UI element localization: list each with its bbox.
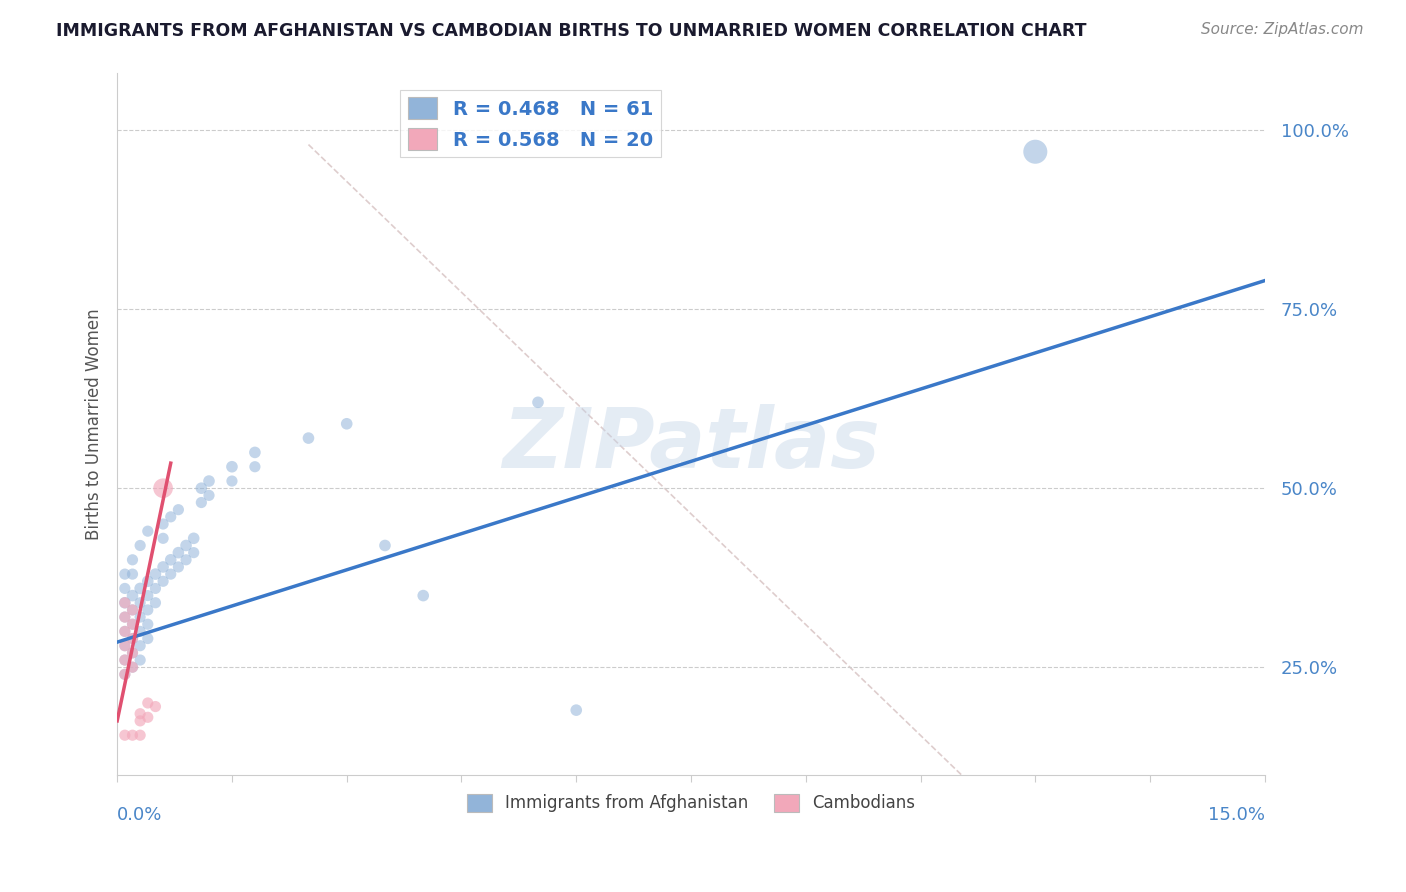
Point — [114, 596, 136, 610]
Text: IMMIGRANTS FROM AFGHANISTAN VS CAMBODIAN BIRTHS TO UNMARRIED WOMEN CORRELATION C: IMMIGRANTS FROM AFGHANISTAN VS CAMBODIAN… — [56, 22, 1087, 40]
Point — [114, 728, 136, 742]
Point — [129, 596, 152, 610]
Point — [129, 639, 152, 653]
Point — [152, 481, 174, 495]
Point — [152, 516, 174, 531]
Text: ZIPatlas: ZIPatlas — [502, 404, 880, 485]
Point — [129, 610, 152, 624]
Point — [129, 714, 152, 728]
Point — [114, 639, 136, 653]
Point — [152, 531, 174, 545]
Point — [136, 710, 159, 724]
Point — [114, 639, 136, 653]
Point — [183, 531, 205, 545]
Point — [183, 546, 205, 560]
Point — [145, 582, 167, 596]
Point — [198, 488, 221, 502]
Point — [114, 582, 136, 596]
Point — [412, 589, 434, 603]
Point — [121, 646, 143, 660]
Point — [159, 567, 181, 582]
Point — [114, 624, 136, 639]
Point — [243, 445, 266, 459]
Point — [167, 560, 190, 574]
Point — [114, 610, 136, 624]
Point — [121, 603, 143, 617]
Point — [145, 699, 167, 714]
Point — [297, 431, 319, 445]
Point — [145, 596, 167, 610]
Point — [129, 653, 152, 667]
Point — [136, 574, 159, 589]
Point — [121, 617, 143, 632]
Point — [121, 632, 143, 646]
Point — [152, 560, 174, 574]
Point — [121, 553, 143, 567]
Point — [121, 603, 143, 617]
Point — [198, 474, 221, 488]
Point — [114, 667, 136, 681]
Point — [1024, 145, 1046, 159]
Point — [221, 474, 243, 488]
Point — [167, 502, 190, 516]
Point — [114, 610, 136, 624]
Point — [114, 667, 136, 681]
Point — [136, 524, 159, 538]
Point — [243, 459, 266, 474]
Text: Source: ZipAtlas.com: Source: ZipAtlas.com — [1201, 22, 1364, 37]
Legend: Immigrants from Afghanistan, Cambodians: Immigrants from Afghanistan, Cambodians — [460, 787, 922, 819]
Point — [121, 617, 143, 632]
Point — [121, 660, 143, 674]
Point — [114, 596, 136, 610]
Text: 15.0%: 15.0% — [1208, 806, 1265, 824]
Point — [121, 567, 143, 582]
Text: 0.0%: 0.0% — [117, 806, 163, 824]
Y-axis label: Births to Unmarried Women: Births to Unmarried Women — [86, 308, 103, 540]
Point — [145, 567, 167, 582]
Point — [114, 624, 136, 639]
Point — [374, 539, 396, 553]
Point — [190, 481, 212, 495]
Point — [129, 728, 152, 742]
Point — [174, 553, 197, 567]
Point — [167, 546, 190, 560]
Point — [121, 728, 143, 742]
Point — [152, 574, 174, 589]
Point — [136, 632, 159, 646]
Point — [136, 603, 159, 617]
Point — [565, 703, 588, 717]
Point — [159, 509, 181, 524]
Point — [121, 589, 143, 603]
Point — [121, 632, 143, 646]
Point — [129, 582, 152, 596]
Point — [527, 395, 550, 409]
Point — [336, 417, 359, 431]
Point — [114, 567, 136, 582]
Point — [136, 696, 159, 710]
Point — [136, 589, 159, 603]
Point — [129, 539, 152, 553]
Point — [121, 646, 143, 660]
Point — [221, 459, 243, 474]
Point — [190, 495, 212, 509]
Point — [136, 617, 159, 632]
Point — [114, 653, 136, 667]
Point — [114, 653, 136, 667]
Point — [129, 624, 152, 639]
Point — [174, 539, 197, 553]
Point — [129, 706, 152, 721]
Point — [121, 660, 143, 674]
Point — [159, 553, 181, 567]
